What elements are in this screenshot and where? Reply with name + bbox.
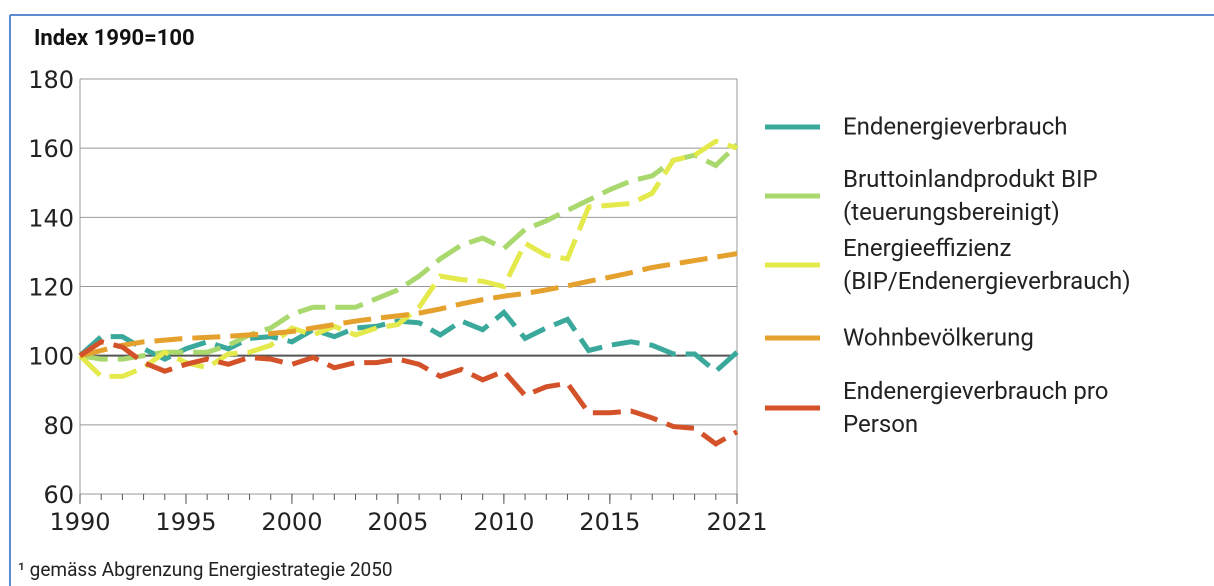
series-line: [78, 308, 739, 375]
x-tick-label: 1995: [155, 508, 216, 536]
x-tick-label: 2021: [706, 508, 767, 536]
y-tick-label: 160: [28, 135, 74, 163]
series-line: [78, 339, 739, 447]
footnote: ¹ gemäss Abgrenzung Energiestrategie 205…: [18, 558, 393, 581]
legend-label: Endenergieverbrauch pro Person: [843, 377, 1109, 438]
x-tick-label: 1990: [49, 508, 110, 536]
y-tick-label: 60: [43, 481, 74, 509]
series-line: [79, 251, 738, 359]
x-tick-label: 2015: [579, 508, 640, 536]
y-tick-label: 80: [43, 412, 74, 440]
legend-label: Energieeffizienz (BIP/Endenergieverbrauc…: [843, 234, 1131, 295]
series-line: [79, 142, 739, 362]
y-tick-label: 100: [28, 343, 74, 371]
y-tick-label: 140: [28, 204, 74, 232]
x-tick-label: 2010: [473, 508, 534, 536]
x-tick-label: 2000: [261, 508, 322, 536]
legend-label: Bruttoinlandprodukt BIP (teuerungsberein…: [843, 165, 1098, 226]
chart-title: Index 1990=100: [34, 26, 195, 51]
y-tick-label: 120: [28, 274, 74, 302]
y-tick-label: 180: [28, 66, 74, 94]
legend-label: Wohnbevölkerung: [843, 323, 1034, 352]
legend-label: Endenergieverbrauch: [843, 112, 1068, 141]
x-tick-label: 2005: [367, 508, 428, 536]
